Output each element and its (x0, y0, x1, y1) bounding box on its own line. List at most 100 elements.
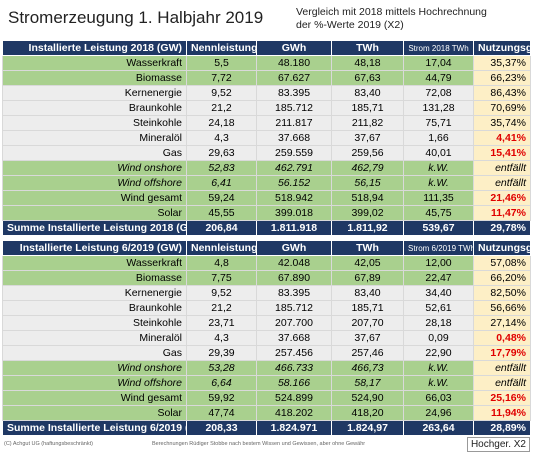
cell: 67,63 (331, 70, 404, 86)
cell: 25,16% (473, 390, 531, 406)
row-label: Solar (2, 205, 187, 221)
cell: 24,96 (403, 405, 474, 421)
data-row: Wind offshore 6,41 56.152 56,15 k.W. entfällt (2, 175, 531, 191)
data-row: Gas 29,63 259.559 259,56 40,01 15,41% (2, 145, 531, 161)
cell: 4,41% (473, 130, 531, 146)
total-row: Summe Installierte Leistung 6/2019 (GW20… (2, 420, 531, 436)
cell: 111,35 (403, 190, 474, 206)
data-row: Wasserkraft 5,5 48.180 48,18 17,04 35,37% (2, 55, 531, 71)
cell: 42.048 (256, 255, 332, 271)
cell: 207,70 (331, 315, 404, 331)
cell: 1.811,92 (331, 220, 404, 236)
cell: 418.202 (256, 405, 332, 421)
cell: 57,08% (473, 255, 531, 271)
row-label: Steinkohle (2, 115, 187, 131)
cell: 29,39 (186, 345, 257, 361)
cell: 208,33 (186, 420, 257, 436)
data-table: Installierte Leistung 6/2019 (GW) Nennlei… (2, 240, 531, 436)
cell: 524,90 (331, 390, 404, 406)
cell: 37,67 (331, 330, 404, 346)
row-label: Wind onshore (2, 160, 187, 176)
cell: 45,75 (403, 205, 474, 221)
cell: 27,14% (473, 315, 531, 331)
cell: 4,3 (186, 130, 257, 146)
cell: GWh (256, 40, 332, 56)
cell: 28,89% (473, 420, 531, 436)
row-label: Braunkohle (2, 300, 187, 316)
cell: 131,28 (403, 100, 474, 116)
row-label: Wasserkraft (2, 255, 187, 271)
cell: 211,82 (331, 115, 404, 131)
cell: 22,47 (403, 270, 474, 286)
data-row: Solar 45,55 399.018 399,02 45,75 11,47% (2, 205, 531, 221)
cell: Strom 6/2019 TWh (403, 240, 474, 256)
cell: 539,67 (403, 220, 474, 236)
cell: 6,41 (186, 175, 257, 191)
data-row: Steinkohle 23,71 207.700 207,70 28,18 27,14% (2, 315, 531, 331)
row-label: Wind gesamt (2, 190, 187, 206)
cell: 518,94 (331, 190, 404, 206)
cell: 9,52 (186, 85, 257, 101)
data-row: Gas 29,39 257.456 257,46 22,90 17,79% (2, 345, 531, 361)
cell: 462.791 (256, 160, 332, 176)
cell: 5,5 (186, 55, 257, 71)
cell: 72,08 (403, 85, 474, 101)
data-row: Wind onshore 52,83 462.791 462,79 k.W. entfäl… (2, 160, 531, 176)
cell: 45,55 (186, 205, 257, 221)
cell: 17,04 (403, 55, 474, 71)
cell: 56,66% (473, 300, 531, 316)
cell: 0,09 (403, 330, 474, 346)
cell: 4,3 (186, 330, 257, 346)
data-row: Braunkohle 21,2 185.712 185,71 52,61 56,66% (2, 300, 531, 316)
cell: 29,78% (473, 220, 531, 236)
cell: 207.700 (256, 315, 332, 331)
cell: 44,79 (403, 70, 474, 86)
cell: 257,46 (331, 345, 404, 361)
cell: 206,84 (186, 220, 257, 236)
cell: 67.890 (256, 270, 332, 286)
cell: 1.824.971 (256, 420, 332, 436)
cell: 35,74% (473, 115, 531, 131)
cell: 48.180 (256, 55, 332, 71)
cell: 15,41% (473, 145, 531, 161)
cell: 21,46% (473, 190, 531, 206)
data-row: Braunkohle 21,2 185.712 185,71 131,28 70,69% (2, 100, 531, 116)
cell: 56.152 (256, 175, 332, 191)
cell: 259,56 (331, 145, 404, 161)
cell: 66,03 (403, 390, 474, 406)
cell: TWh (331, 40, 404, 56)
title: Stromerzeugung 1. Halbjahr 2019 (8, 8, 264, 27)
cell: 58,17 (331, 375, 404, 391)
cell: 67.627 (256, 70, 332, 86)
cell: 83,40 (331, 85, 404, 101)
cell: 11,94% (473, 405, 531, 421)
cell: entfällt (473, 375, 531, 391)
cell: 53,28 (186, 360, 257, 376)
footer-right: Hochger. X2 (466, 437, 530, 452)
header-row: Installierte Leistung 6/2019 (GW) Nennlei… (2, 240, 531, 256)
cell: 21,2 (186, 100, 257, 116)
cell: 66,23% (473, 70, 531, 86)
cell: 35,37% (473, 55, 531, 71)
cell: 6,64 (186, 375, 257, 391)
cell: 11,47% (473, 205, 531, 221)
row-label: Solar (2, 405, 187, 421)
cell: GWh (256, 240, 332, 256)
cell: 66,20% (473, 270, 531, 286)
cell: 42,05 (331, 255, 404, 271)
cell: Nutzungsgrad (473, 40, 531, 56)
row-label: Installierte Leistung 2018 (GW) (2, 40, 187, 56)
cell: 23,71 (186, 315, 257, 331)
data-row: Wind gesamt 59,24 518.942 518,94 111,35 21,46… (2, 190, 531, 206)
data-row: Wind gesamt 59,92 524.899 524,90 66,03 25,16% (2, 390, 531, 406)
table-body: Installierte Leistung 6/2019 (GW) Nennlei… (2, 240, 531, 436)
cell: Nennleistung (186, 40, 257, 56)
cell: 21,2 (186, 300, 257, 316)
cell: k.W. (403, 160, 474, 176)
cell: 518.942 (256, 190, 332, 206)
cell: 34,40 (403, 285, 474, 301)
cell: 462,79 (331, 160, 404, 176)
cell: 263,64 (403, 420, 474, 436)
cell: 7,72 (186, 70, 257, 86)
data-row: Wasserkraft 4,8 42.048 42,05 12,00 57,08% (2, 255, 531, 271)
